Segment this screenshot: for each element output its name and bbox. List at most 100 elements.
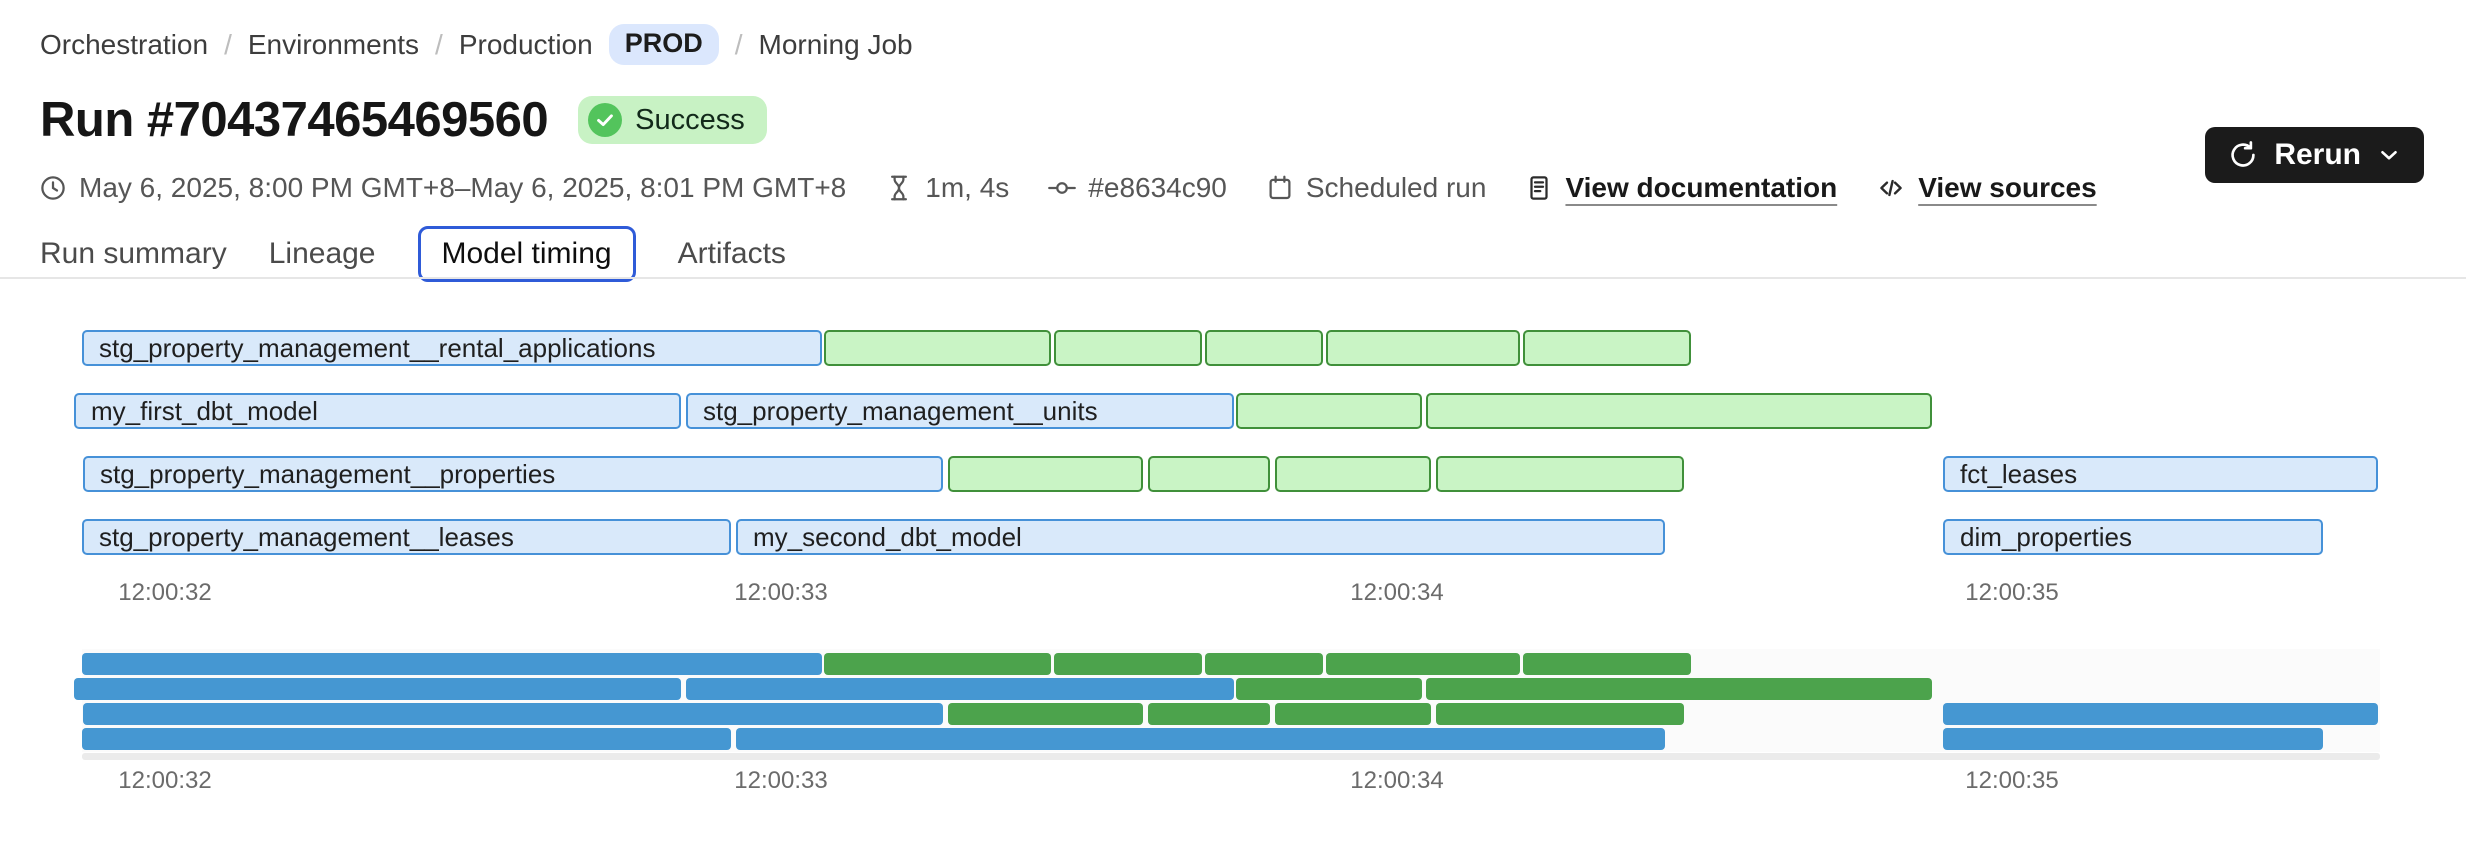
- minimap-bar: [74, 678, 681, 700]
- status-badge: Success: [578, 96, 767, 144]
- view-documentation-link[interactable]: View documentation: [1565, 172, 1838, 203]
- gantt-test-bar[interactable]: [1148, 456, 1270, 492]
- gantt-minimap[interactable]: [0, 653, 2466, 753]
- minimap-bar: [1436, 703, 1684, 725]
- gantt-test-bar[interactable]: [1236, 393, 1422, 429]
- gantt-bar-label: stg_property_management__properties: [100, 458, 556, 489]
- breadcrumb: Orchestration / Environments / Productio…: [40, 24, 913, 65]
- breadcrumb-separator: /: [224, 28, 232, 60]
- gantt-test-bar[interactable]: [1054, 330, 1202, 366]
- gantt-bar-my_second_dbt_model[interactable]: my_second_dbt_model: [736, 519, 1665, 555]
- breadcrumb-current-job: Morning Job: [758, 28, 913, 60]
- minimap-bar: [824, 653, 1051, 675]
- title-row: Run #70437465469560 Success: [40, 92, 767, 148]
- gantt-test-bar[interactable]: [1326, 330, 1520, 366]
- minimap-bar: [686, 678, 1234, 700]
- gantt-bar-stg_property_management__leases[interactable]: stg_property_management__leases: [82, 519, 731, 555]
- gantt-test-bar[interactable]: [1436, 456, 1684, 492]
- gantt-bar-label: stg_property_management__units: [703, 395, 1098, 426]
- minimap-bar: [1426, 678, 1932, 700]
- axis-tick-label: 12:00:34: [1350, 767, 1444, 794]
- gantt-bar-label: my_second_dbt_model: [753, 521, 1022, 552]
- run-commit-label: #e8634c90: [1088, 172, 1227, 203]
- run-duration-label: 1m, 4s: [925, 172, 1010, 203]
- axis-tick-label: 12:00:32: [118, 767, 212, 794]
- gantt-bar-dim_properties[interactable]: dim_properties: [1943, 519, 2323, 555]
- minimap-bar: [1054, 653, 1202, 675]
- gantt-test-bar[interactable]: [1205, 330, 1323, 366]
- axis-tick-label: 12:00:35: [1965, 579, 2059, 606]
- tab-bar: Run summary Lineage Model timing Artifac…: [40, 226, 786, 282]
- gantt-bar-stg_property_management__units[interactable]: stg_property_management__units: [686, 393, 1234, 429]
- minimap-bar: [1148, 703, 1270, 725]
- breadcrumb-environments[interactable]: Environments: [247, 28, 420, 60]
- view-sources-link[interactable]: View sources: [1918, 172, 2097, 203]
- minimap-bar: [1326, 653, 1520, 675]
- view-documentation[interactable]: View documentation: [1524, 172, 1837, 204]
- axis-tick-label: 12:00:35: [1965, 767, 2059, 794]
- gantt-bar-label: fct_leases: [1960, 458, 2078, 489]
- refresh-icon: [2227, 139, 2259, 171]
- gantt-test-bar[interactable]: [1523, 330, 1691, 366]
- run-commit: #e8634c90: [1047, 172, 1227, 204]
- breadcrumb-separator: /: [435, 28, 443, 60]
- minimap-bar: [83, 703, 943, 725]
- gantt-bar-label: stg_property_management__leases: [99, 521, 514, 552]
- minimap-bar: [1236, 678, 1422, 700]
- tab-run-summary[interactable]: Run summary: [40, 237, 227, 270]
- minimap-bar: [948, 703, 1143, 725]
- run-time-range: May 6, 2025, 8:00 PM GMT+8–May 6, 2025, …: [38, 172, 846, 204]
- breadcrumb-separator: /: [734, 28, 743, 60]
- tabs-divider: [0, 277, 2466, 279]
- gantt-test-bar[interactable]: [948, 456, 1143, 492]
- tab-lineage[interactable]: Lineage: [268, 237, 376, 270]
- minimap-bar: [1523, 653, 1691, 675]
- run-time-range-label: May 6, 2025, 8:00 PM GMT+8–May 6, 2025, …: [79, 172, 847, 203]
- page-title: Run #70437465469560: [40, 93, 549, 147]
- code-icon: [1875, 172, 1907, 204]
- run-duration: 1m, 4s: [884, 172, 1009, 204]
- gantt-test-bar[interactable]: [824, 330, 1051, 366]
- check-icon: [588, 103, 623, 137]
- minimap-bar: [1275, 703, 1431, 725]
- environment-badge: PROD: [608, 24, 719, 65]
- document-icon: [1524, 173, 1554, 203]
- axis-tick-label: 12:00:32: [118, 579, 212, 606]
- tab-artifacts[interactable]: Artifacts: [677, 237, 786, 270]
- gantt-bar-stg_property_management__properties[interactable]: stg_property_management__properties: [83, 456, 943, 492]
- gantt-bar-stg_property_management__rental_applications[interactable]: stg_property_management__rental_applicat…: [82, 330, 822, 366]
- rerun-button[interactable]: Rerun: [2205, 127, 2424, 183]
- breadcrumb-orchestration[interactable]: Orchestration: [40, 28, 209, 60]
- run-trigger: Scheduled run: [1265, 172, 1486, 204]
- minimap-bar: [1943, 703, 2378, 725]
- calendar-icon: [1265, 173, 1295, 203]
- breadcrumb-production[interactable]: Production: [458, 28, 593, 60]
- rerun-label: Rerun: [2274, 138, 2361, 171]
- git-commit-icon: [1047, 173, 1077, 203]
- chevron-down-icon[interactable]: [2376, 142, 2402, 168]
- gantt-bar-label: stg_property_management__rental_applicat…: [99, 332, 656, 363]
- minimap-bar: [736, 728, 1665, 750]
- axis-tick-label: 12:00:33: [734, 767, 828, 794]
- gantt-bar-my_first_dbt_model[interactable]: my_first_dbt_model: [74, 393, 681, 429]
- status-label: Success: [635, 103, 745, 136]
- gantt-test-bar[interactable]: [1275, 456, 1431, 492]
- gantt-main: stg_property_management__rental_applicat…: [0, 330, 2466, 560]
- minimap-bar: [82, 728, 731, 750]
- gantt-bar-label: dim_properties: [1960, 521, 2132, 552]
- axis-tick-label: 12:00:33: [734, 579, 828, 606]
- view-sources[interactable]: View sources: [1875, 172, 2097, 204]
- minimap-bar: [1943, 728, 2323, 750]
- minimap-scrollbar-track: [82, 753, 2380, 760]
- minimap-bar: [1205, 653, 1323, 675]
- axis-main: 12:00:32 12:00:33 12:00:34 12:00:35: [0, 579, 2466, 609]
- minimap-bar: [82, 653, 822, 675]
- gantt-test-bar[interactable]: [1426, 393, 1932, 429]
- gantt-bar-fct_leases[interactable]: fct_leases: [1943, 456, 2378, 492]
- gantt-bar-label: my_first_dbt_model: [91, 395, 318, 426]
- axis-mini: 12:00:32 12:00:33 12:00:34 12:00:35: [0, 767, 2466, 797]
- tab-model-timing[interactable]: Model timing: [417, 226, 636, 282]
- clock-icon: [38, 173, 68, 203]
- hourglass-icon: [884, 173, 914, 203]
- run-metadata: May 6, 2025, 8:00 PM GMT+8–May 6, 2025, …: [38, 172, 2097, 204]
